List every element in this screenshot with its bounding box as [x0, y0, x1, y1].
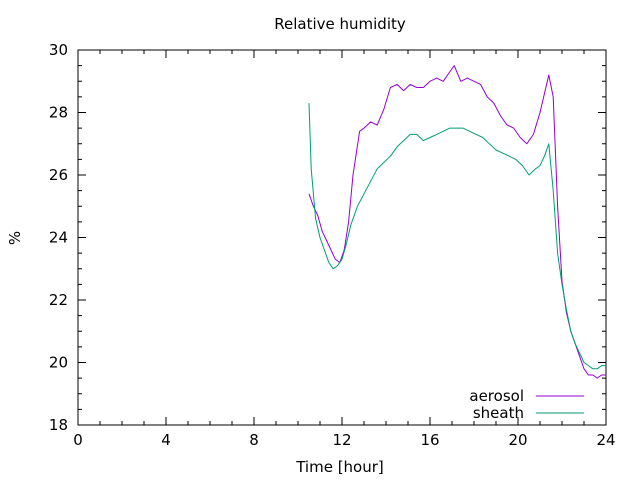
series-layer	[308, 65, 606, 379]
series-line-sheath	[308, 103, 606, 370]
x-tick-label: 8	[249, 431, 259, 449]
x-tick-labels: 0 4 8 12 16 20 24	[73, 431, 615, 449]
x-tick-label: 4	[161, 431, 171, 449]
y-tick-label: 22	[49, 291, 68, 309]
y-tick-label: 18	[49, 416, 68, 434]
x-tick-label: 16	[420, 431, 439, 449]
x-tick-label: 24	[596, 431, 615, 449]
legend-label-aerosol: aerosol	[469, 387, 524, 405]
y-tick-labels: 18 20 22 24 26 28 30	[49, 41, 68, 434]
x-tick-label: 20	[508, 431, 527, 449]
y-tick-label: 30	[49, 41, 68, 59]
plot-frame	[77, 49, 607, 426]
y-tick-label: 24	[49, 229, 68, 247]
x-tick-label: 12	[332, 431, 351, 449]
axis-ticks	[77, 49, 607, 426]
chart-title: Relative humidity	[274, 15, 406, 33]
x-tick-label: 0	[73, 431, 83, 449]
series-line-aerosol	[308, 65, 606, 379]
y-tick-label: 20	[49, 354, 68, 372]
legend: aerosol sheath	[469, 387, 584, 422]
x-axis-label: Time [hour]	[295, 458, 384, 476]
legend-label-sheath: sheath	[473, 404, 524, 422]
y-tick-label: 28	[49, 104, 68, 122]
y-tick-label: 26	[49, 166, 68, 184]
y-axis-label: %	[6, 231, 24, 245]
